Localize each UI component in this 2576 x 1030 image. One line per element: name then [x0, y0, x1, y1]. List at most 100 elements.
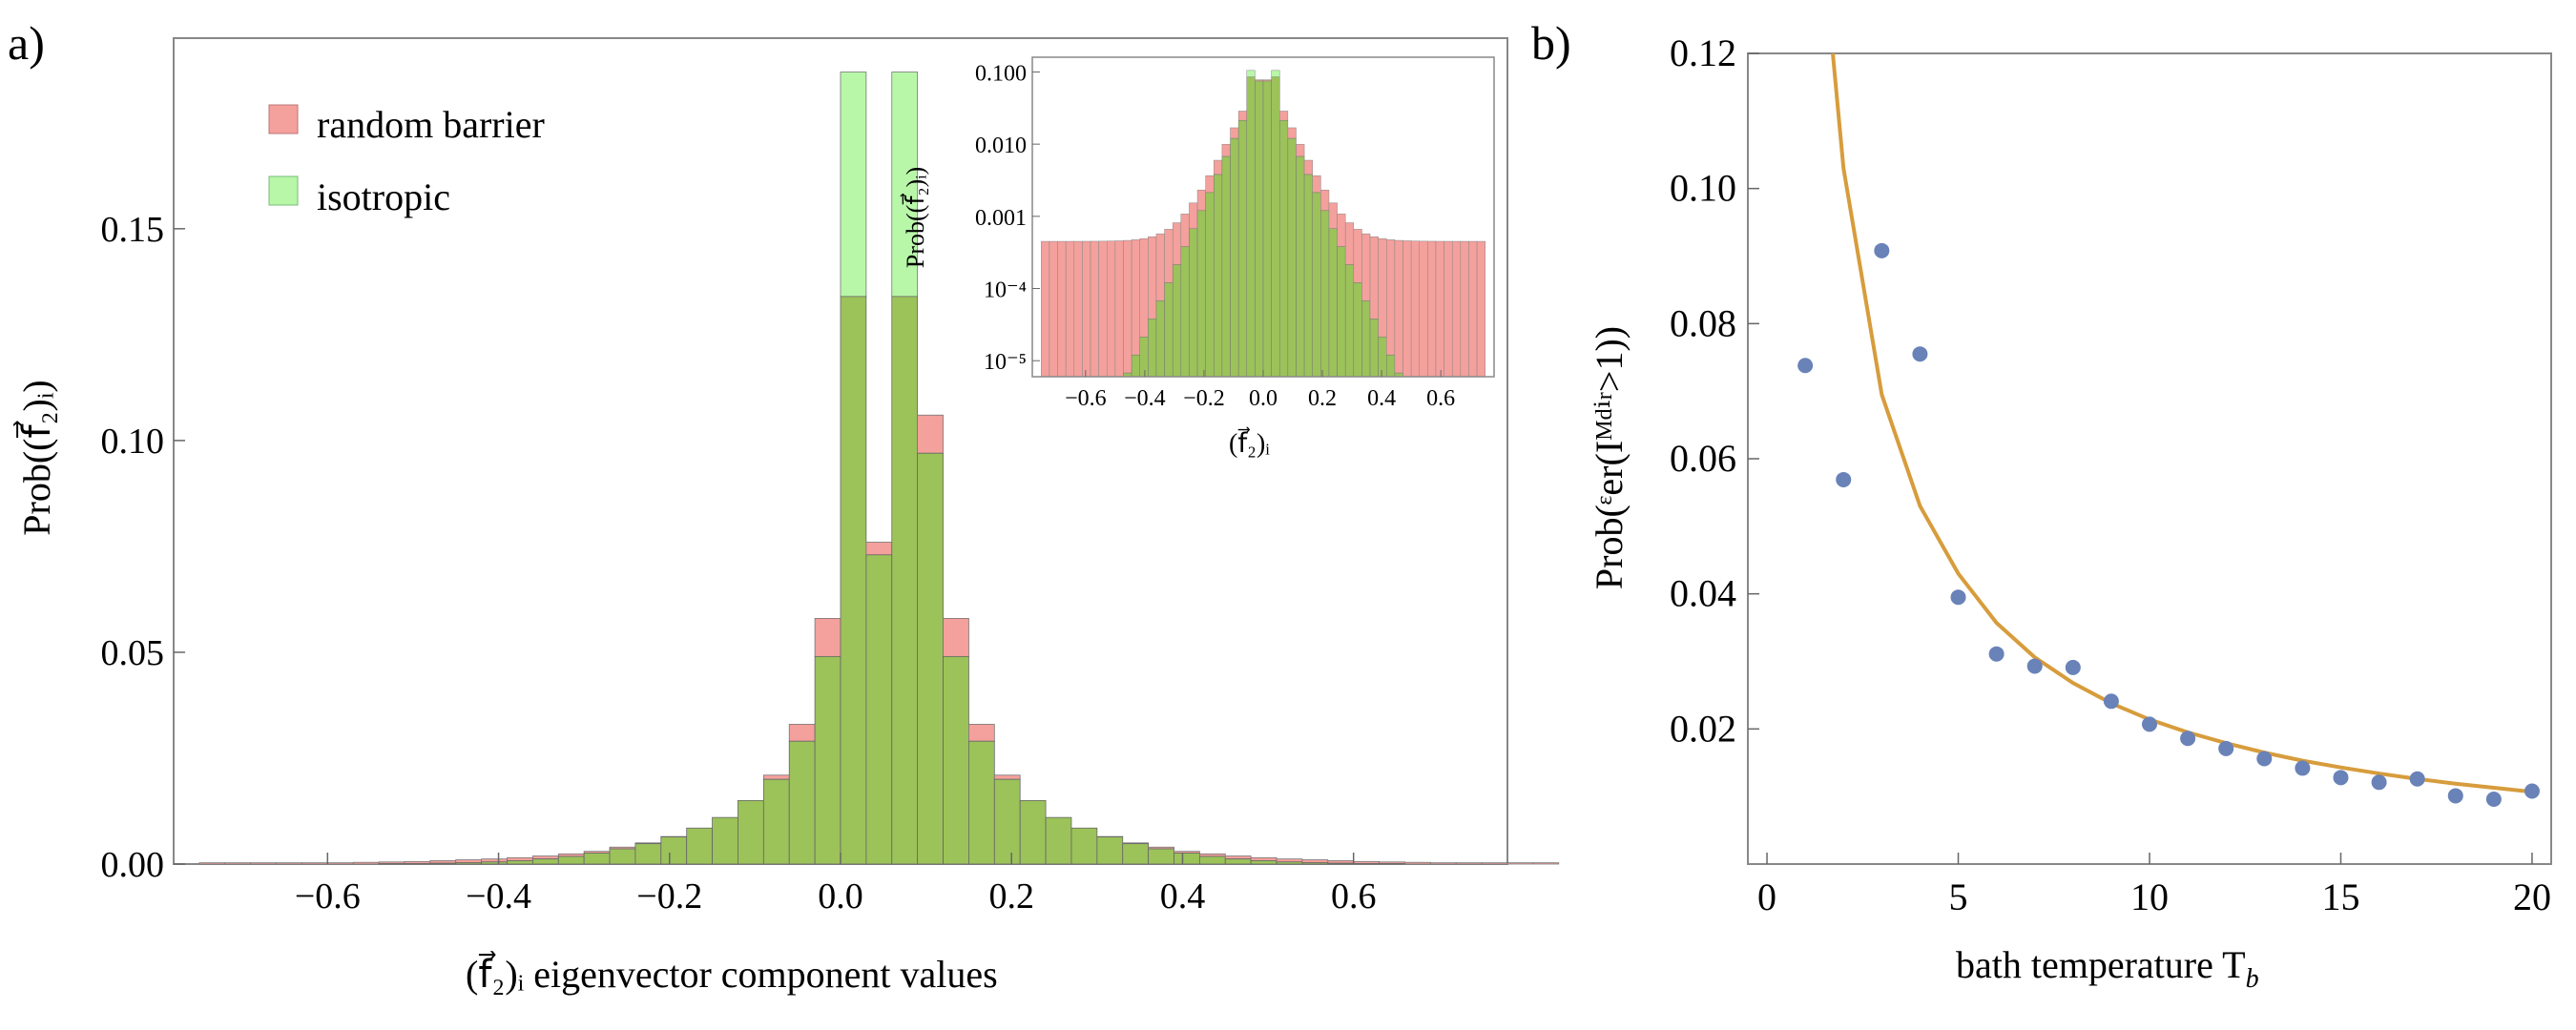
hist-bar-excess	[840, 72, 867, 298]
inset-bar	[1221, 155, 1231, 378]
hist-bar	[712, 816, 738, 865]
inset-bar-excess	[1337, 214, 1346, 247]
hist-bar-excess	[507, 856, 533, 861]
hist-bar-excess	[762, 774, 790, 780]
hist-bar	[660, 836, 688, 865]
inset-bar	[1214, 174, 1223, 378]
x-tick-label: 0.2	[988, 876, 1034, 917]
inset-bar	[1180, 246, 1190, 378]
x-tick-label: 0.4	[1160, 876, 1206, 917]
hist-bar	[429, 862, 457, 865]
inset-bar-excess	[1065, 240, 1075, 378]
hist-bar	[943, 655, 969, 865]
inset-bar	[1196, 210, 1206, 378]
hist-bar-excess	[1224, 855, 1252, 860]
b-x-tick-label: 0	[1757, 876, 1776, 918]
hist-bar	[1148, 848, 1174, 865]
inset-bar	[1230, 137, 1239, 378]
inset-bar	[1361, 300, 1371, 378]
data-point	[2333, 770, 2349, 786]
hist-bar-excess	[1532, 862, 1560, 865]
hist-bar	[1301, 862, 1329, 865]
hist-bar	[814, 655, 841, 865]
hist-bar	[1174, 853, 1200, 865]
data-point	[2447, 788, 2463, 804]
data-point	[1874, 242, 1890, 258]
hist-bar	[968, 740, 995, 865]
hist-bar	[1276, 861, 1303, 865]
hist-bar	[840, 296, 867, 865]
inset-bar-excess	[1180, 214, 1190, 247]
inset-bar-excess	[1410, 240, 1420, 378]
inset-bar-excess	[1419, 240, 1428, 378]
hist-bar-excess	[1404, 861, 1431, 865]
hist-bar-excess	[276, 862, 302, 865]
hist-bar	[634, 843, 662, 865]
hist-bar-excess	[865, 542, 893, 556]
scatter-points	[1797, 242, 2540, 807]
inset-bar-excess	[1214, 159, 1223, 175]
data-point	[1950, 589, 1966, 606]
data-point	[2371, 774, 2387, 791]
inset-x-tick-label: −0.4	[1124, 386, 1166, 411]
x-tick-label: −0.4	[466, 876, 531, 917]
inset-x-tick-label: 0.4	[1367, 386, 1396, 411]
hist-bar-excess	[326, 862, 354, 865]
hist-bar-excess	[481, 858, 508, 863]
inset-bar	[1148, 319, 1157, 378]
b-y-tick-label: 0.12	[1670, 31, 1736, 74]
x-tick-label: 0.0	[818, 876, 863, 917]
inset-bar-excess	[1123, 239, 1132, 374]
legend-label-random-barrier: random barrier	[317, 103, 545, 146]
hist-bar	[993, 778, 1021, 865]
plot-a-ylabel: Prob((f⃗₂)ᵢ)	[13, 380, 58, 535]
hist-bar	[455, 862, 483, 865]
data-point	[2103, 693, 2119, 710]
legend-swatch-isotropic	[268, 175, 299, 206]
hist-bar-excess	[198, 862, 226, 865]
data-point	[2524, 783, 2540, 799]
hist-bar	[917, 452, 944, 865]
inset-bar	[1164, 282, 1174, 378]
inset-bar-excess	[1148, 236, 1157, 319]
inset-bar	[1287, 137, 1297, 378]
inset-bar	[1328, 228, 1338, 378]
inset-bars	[1041, 70, 1485, 378]
hist-bar	[1250, 860, 1278, 865]
inset-x-tick-label: −0.2	[1183, 386, 1225, 411]
inset-bar	[1271, 76, 1280, 378]
data-point	[2295, 760, 2311, 776]
plot-b-axes: 0 5 10 15 20 0.02 0.04 0.06 0.08 0.10 0.12	[1670, 31, 2551, 918]
inset-bar-excess	[1394, 239, 1403, 374]
inset-x-tick-label: 0.0	[1249, 386, 1278, 411]
data-point	[1912, 346, 1928, 362]
inset-y-tick-label: 0.100	[975, 61, 1027, 86]
hist-bar-excess	[224, 862, 252, 865]
data-point	[2065, 659, 2081, 675]
inset-bar-excess	[1098, 240, 1108, 378]
y-tick-label: 0.05	[101, 633, 165, 673]
hist-bar	[737, 799, 764, 865]
plot-b-xlabel: bath temperature Tb	[1956, 943, 2259, 994]
inset-bar-excess	[1344, 222, 1355, 265]
inset-bar	[1205, 192, 1215, 378]
b-x-tick-label: 15	[2321, 876, 2359, 918]
inset-bar-excess	[1246, 70, 1256, 78]
inset-y-tick-label: 0.010	[975, 134, 1027, 158]
inset-bar-excess	[1361, 233, 1371, 301]
hist-bar	[1122, 843, 1150, 865]
data-point	[2142, 716, 2157, 732]
inset-bar-excess	[1369, 236, 1379, 319]
plot-b-frame	[1747, 52, 2552, 865]
data-point	[2485, 792, 2502, 807]
inset-bar-excess	[1353, 229, 1362, 283]
data-point	[2218, 740, 2234, 756]
inset-bar-excess	[1444, 240, 1453, 378]
inset-ylabel: Prob((f⃗₂)ᵢ)	[900, 167, 929, 268]
y-tick-label: 0.00	[101, 845, 165, 885]
hist-bar-excess	[455, 859, 483, 864]
hist-bar-excess	[788, 724, 816, 742]
inset-bar-excess	[1205, 175, 1215, 194]
hist-bar	[1045, 816, 1072, 865]
